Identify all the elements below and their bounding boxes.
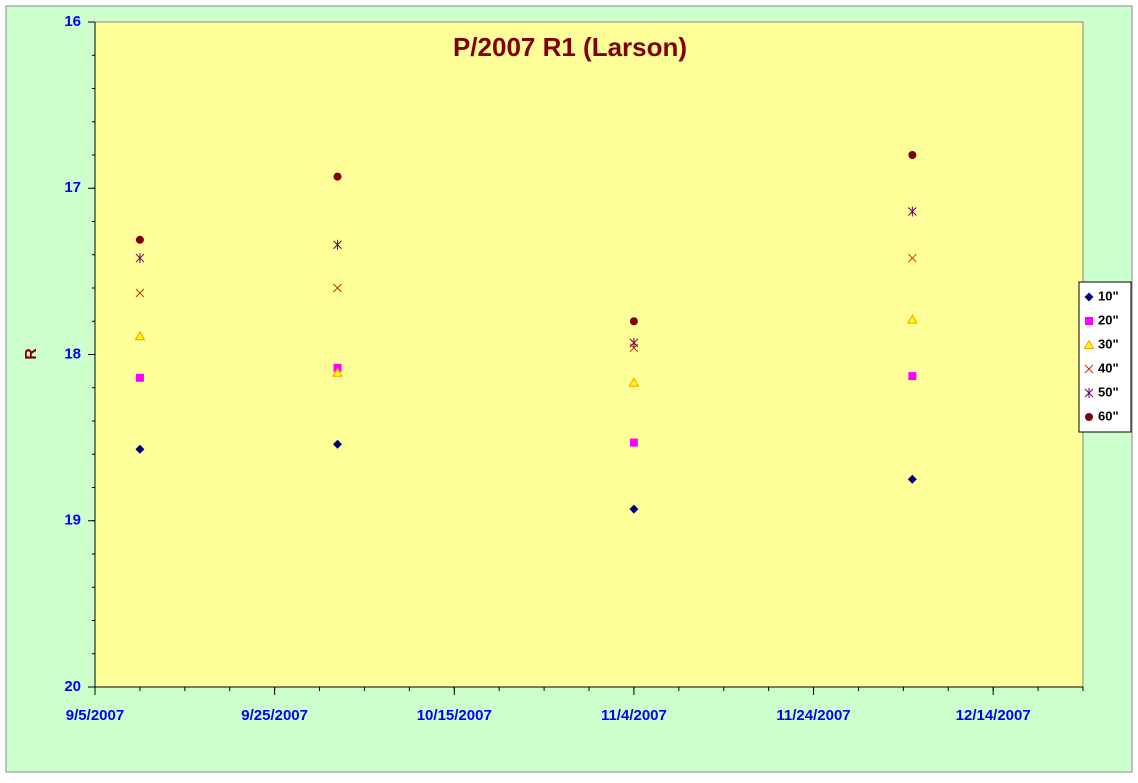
marker (906, 314, 918, 324)
marker (135, 288, 145, 298)
marker (907, 474, 917, 484)
x-tick-label: 12/14/2007 (956, 707, 1031, 724)
legend-marker (1085, 317, 1093, 325)
legend-marker (1084, 388, 1094, 398)
legend-marker (1085, 413, 1093, 421)
chart-title: P/2007 R1 (Larson) (453, 32, 687, 62)
x-tick-label: 9/25/2007 (241, 707, 308, 724)
marker (135, 373, 144, 382)
marker (332, 367, 343, 377)
marker (908, 372, 917, 381)
legend-label: 50" (1098, 384, 1119, 399)
marker (629, 504, 639, 514)
legend-marker (1083, 339, 1095, 349)
marker (135, 253, 145, 264)
legend-marker (1084, 292, 1094, 302)
y-tick-label: 16 (64, 13, 81, 30)
marker (908, 151, 917, 159)
marker (135, 444, 145, 454)
y-tick-label: 20 (64, 678, 81, 695)
marker (629, 317, 638, 326)
y-axis-label: R (23, 348, 40, 360)
x-tick-label: 9/5/2007 (66, 707, 124, 724)
legend-label: 20" (1098, 312, 1119, 327)
marker (333, 283, 342, 293)
y-tick-label: 17 (64, 179, 81, 196)
marker (629, 337, 639, 348)
marker (907, 253, 917, 263)
legend-label: 40" (1098, 360, 1119, 375)
marker (333, 172, 342, 181)
legend-box (1078, 281, 1132, 433)
legend-label: 10" (1098, 288, 1119, 303)
marker (135, 235, 144, 244)
marker (333, 439, 343, 449)
marker (907, 206, 917, 217)
plot-area (94, 21, 1084, 688)
marker (628, 377, 640, 387)
marker (333, 239, 342, 250)
legend-label: 30" (1098, 336, 1119, 351)
x-tick-label: 11/4/2007 (601, 707, 667, 724)
legend-label: 60" (1098, 408, 1119, 423)
y-tick-label: 19 (64, 512, 81, 529)
marker (629, 438, 638, 447)
marker (134, 330, 146, 341)
legend-marker (1084, 364, 1094, 374)
x-tick-label: 11/24/2007 (776, 707, 850, 724)
y-tick-label: 18 (64, 345, 81, 362)
x-tick-label: 10/15/2007 (417, 707, 492, 724)
